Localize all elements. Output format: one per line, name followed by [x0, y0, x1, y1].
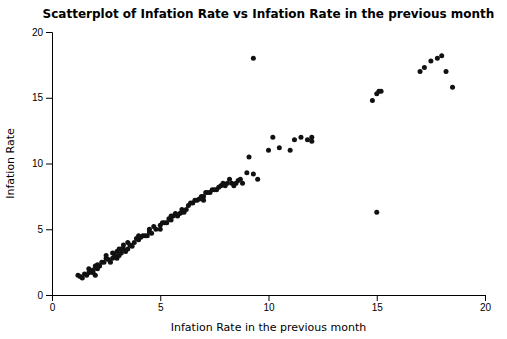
x-tick-mark	[160, 295, 161, 301]
point	[435, 56, 440, 61]
x-tick-mark	[377, 295, 378, 301]
y-tick-mark	[46, 164, 52, 165]
point	[121, 243, 126, 248]
point	[444, 69, 449, 74]
plot: 0 5 10 15 20 0 5 10 15 20	[32, 27, 492, 313]
point	[149, 231, 154, 236]
point	[153, 227, 158, 232]
x-tick-label: 15	[372, 302, 384, 313]
point	[288, 148, 293, 153]
y-tick-label: 0	[37, 290, 43, 301]
y-tick-label: 10	[32, 158, 44, 169]
point	[379, 89, 384, 94]
x-tick-label: 0	[50, 302, 56, 313]
y-tick: 0	[37, 290, 52, 301]
y-tick-mark	[46, 295, 52, 296]
x-axis: 0 5 10 15 20	[50, 295, 492, 313]
x-tick: 5	[158, 295, 164, 313]
point	[277, 145, 282, 150]
point	[298, 135, 303, 140]
point	[270, 135, 275, 140]
point	[370, 98, 375, 103]
x-tick: 0	[50, 295, 56, 313]
y-tick-mark	[46, 98, 52, 99]
point	[93, 273, 98, 278]
point	[240, 181, 245, 186]
x-tick: 15	[372, 295, 384, 313]
point	[374, 210, 379, 215]
point	[439, 53, 444, 58]
x-tick-mark	[485, 295, 486, 301]
x-tick-label: 5	[158, 302, 164, 313]
point	[266, 148, 271, 153]
y-tick: 5	[37, 224, 52, 235]
y-tick: 20	[32, 27, 52, 38]
x-axis-line	[53, 296, 486, 302]
point	[247, 154, 252, 159]
point	[244, 170, 249, 175]
y-axis: 0 5 10 15 20	[32, 27, 53, 301]
y-axis-title: Infation Rate	[4, 128, 17, 199]
x-tick-mark	[269, 295, 270, 301]
point	[450, 85, 455, 90]
point	[305, 137, 310, 142]
y-tick-label: 15	[32, 92, 44, 103]
point	[428, 58, 433, 63]
point	[255, 177, 260, 182]
y-tick-mark	[46, 32, 52, 33]
points	[75, 53, 455, 280]
point	[309, 139, 314, 144]
y-tick-mark	[46, 229, 52, 230]
y-tick: 15	[32, 92, 52, 103]
title: Scatterplot of Infation Rate vs Infation…	[43, 7, 495, 21]
x-tick-label: 10	[263, 302, 275, 313]
chart: 0 5 10 15 20 0 5 10 15 20 Scatterplot of Infation …	[0, 0, 507, 339]
y-tick-label: 20	[32, 27, 44, 38]
x-tick: 20	[480, 295, 492, 313]
point	[251, 172, 256, 177]
y-tick: 10	[32, 158, 52, 169]
x-tick: 10	[263, 295, 275, 313]
point	[292, 137, 297, 142]
point	[422, 65, 427, 70]
point	[418, 69, 423, 74]
y-axis-line	[46, 33, 53, 296]
point	[251, 56, 256, 61]
x-axis-title: Infation Rate in the previous month	[171, 321, 366, 334]
y-tick-label: 5	[37, 224, 43, 235]
x-tick-label: 20	[480, 302, 492, 313]
